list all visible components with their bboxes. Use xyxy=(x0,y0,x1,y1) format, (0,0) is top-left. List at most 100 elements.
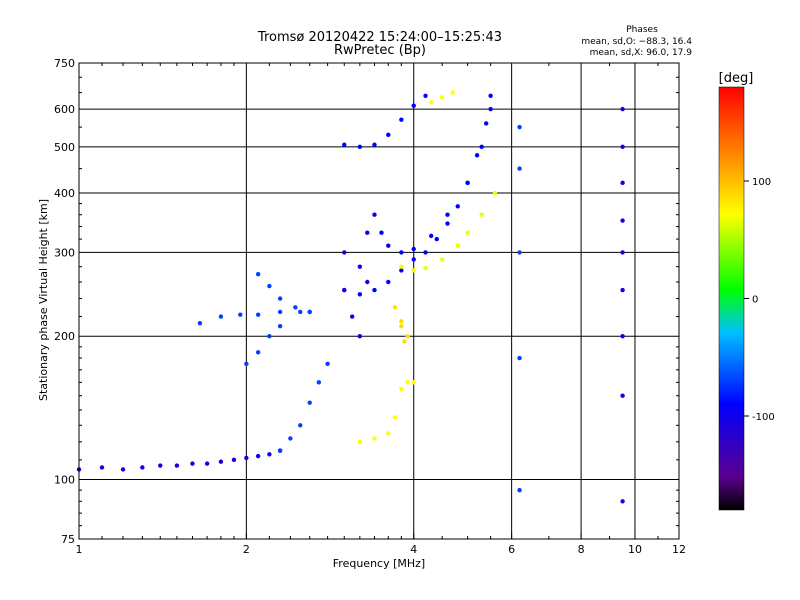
data-point xyxy=(439,95,445,100)
data-point xyxy=(517,166,522,171)
data-point xyxy=(218,459,224,464)
data-point xyxy=(238,312,243,317)
data-point xyxy=(620,334,625,339)
y-tick-label: 200 xyxy=(54,330,75,343)
data-point xyxy=(399,386,404,392)
data-point xyxy=(386,279,391,285)
x-tick-label: 4 xyxy=(410,543,417,556)
data-point xyxy=(342,250,347,255)
data-point xyxy=(99,465,105,470)
data-point xyxy=(399,268,404,273)
data-point xyxy=(120,467,126,472)
data-point xyxy=(255,350,261,355)
x-tick-label: 8 xyxy=(578,543,585,556)
data-point xyxy=(307,400,312,405)
plot-frame xyxy=(78,62,680,540)
data-point xyxy=(620,180,625,186)
x-axis-ticks: 1 2 4 6 8 10 12 xyxy=(76,63,686,556)
data-point xyxy=(349,314,355,319)
data-point xyxy=(439,257,445,262)
data-point xyxy=(517,487,522,493)
data-point xyxy=(479,144,484,150)
data-point xyxy=(428,100,434,105)
data-point xyxy=(244,455,249,461)
data-point xyxy=(411,380,416,385)
data-point xyxy=(620,106,625,112)
data-point xyxy=(255,272,261,277)
y-axis-ticks: 75 100 200 300 400 500 600 750 xyxy=(54,57,679,546)
data-point xyxy=(158,463,163,468)
data-point xyxy=(386,132,391,137)
data-point xyxy=(386,431,391,436)
y-tick-label: 75 xyxy=(61,533,75,546)
phases-line-x: mean, sd,X: 96.0, 17.9 xyxy=(590,48,693,58)
data-point xyxy=(357,144,363,150)
data-points xyxy=(76,90,625,504)
data-point xyxy=(379,230,384,235)
data-point xyxy=(445,212,450,217)
data-point xyxy=(365,279,370,285)
data-point xyxy=(277,309,283,315)
data-point xyxy=(267,452,272,457)
data-point xyxy=(204,461,210,466)
y-tick-label: 100 xyxy=(54,474,75,487)
y-axis-label: Stationary phase Virtual Height [km] xyxy=(37,199,50,401)
data-point xyxy=(365,230,370,235)
x-tick-label: 1 xyxy=(76,543,83,556)
x-tick-label: 12 xyxy=(672,543,686,556)
data-point xyxy=(174,463,180,468)
data-point xyxy=(620,499,625,504)
data-point xyxy=(479,212,484,217)
data-point xyxy=(620,218,625,223)
data-point xyxy=(372,436,377,441)
data-point xyxy=(517,124,522,130)
colorbar-tick-label: 0 xyxy=(752,295,758,306)
data-point xyxy=(405,380,410,385)
data-point xyxy=(342,287,347,293)
data-point xyxy=(399,319,404,324)
data-point xyxy=(392,305,398,310)
data-point xyxy=(190,461,195,466)
data-point xyxy=(277,323,283,329)
data-point xyxy=(255,453,261,459)
grid xyxy=(78,62,680,540)
data-point xyxy=(620,250,625,255)
data-point xyxy=(411,246,416,252)
data-point xyxy=(386,243,391,248)
data-point xyxy=(255,312,261,317)
data-point xyxy=(517,355,522,361)
data-point xyxy=(298,423,303,428)
y-tick-label: 300 xyxy=(54,246,75,259)
data-point xyxy=(307,309,312,315)
data-point xyxy=(372,212,377,217)
data-point xyxy=(488,93,493,98)
data-point xyxy=(465,180,470,186)
data-point xyxy=(488,106,493,112)
data-point xyxy=(288,436,293,441)
phases-header: Phases xyxy=(626,25,658,35)
data-point xyxy=(399,250,404,255)
data-point xyxy=(402,339,407,344)
data-point xyxy=(357,439,363,445)
data-point xyxy=(140,465,145,470)
data-point xyxy=(517,250,522,255)
data-point xyxy=(620,144,625,150)
data-point xyxy=(405,334,410,339)
data-point xyxy=(620,393,625,398)
data-point xyxy=(465,230,470,235)
data-point xyxy=(218,314,224,319)
data-point xyxy=(423,250,428,255)
data-point xyxy=(455,243,460,248)
chart-subtitle: RwPretec (Bp) xyxy=(334,43,426,58)
data-point xyxy=(445,221,450,226)
data-point xyxy=(372,142,377,147)
colorbar-tick-label: -100 xyxy=(752,412,775,423)
data-point xyxy=(357,292,363,297)
data-point xyxy=(411,257,416,262)
data-point xyxy=(267,334,272,339)
data-point xyxy=(620,287,625,293)
data-point xyxy=(399,264,404,269)
data-point xyxy=(357,334,363,339)
data-point xyxy=(342,142,347,147)
